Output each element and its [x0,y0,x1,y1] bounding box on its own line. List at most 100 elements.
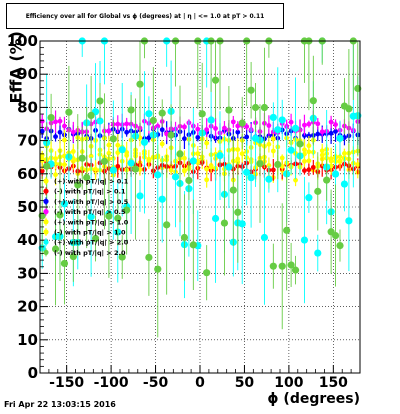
data-point [118,253,126,261]
data-point [266,163,272,168]
data-point [291,266,300,274]
data-point [291,124,300,132]
data-point [204,166,210,172]
data-point [260,103,269,112]
x-tick-label: 50 [235,375,255,391]
data-point [106,142,112,148]
data-point [96,97,104,105]
data-point [53,172,58,178]
data-point [185,176,193,185]
data-point [220,219,229,227]
data-point [207,116,215,124]
data-point [124,150,130,155]
x-tick-label: -150 [49,375,84,391]
data-point [57,118,63,124]
data-point [279,155,285,161]
data-point [244,124,250,130]
data-point [158,195,166,203]
data-point [269,262,277,270]
data-point [265,175,273,183]
data-point [39,128,45,134]
data-point [106,128,112,134]
data-point [78,154,86,162]
data-point [336,242,344,250]
data-point [211,214,220,223]
x-axis-label: ϕ (degrees) [267,391,360,407]
data-point [345,217,353,225]
data-point [319,129,325,135]
legend-marker [43,209,49,215]
data-point [127,106,135,114]
data-point [225,163,233,171]
data-point [83,173,91,182]
legend-label: (-) with pT/|q| > 0.1 [54,188,126,197]
grid-layer [40,41,360,373]
data-point [155,123,161,129]
data-point [306,149,312,155]
data-point [182,167,187,173]
data-point [314,249,322,257]
data-point [189,241,197,249]
data-point [115,150,121,156]
data-point [260,233,269,242]
data-point [340,180,349,188]
data-point [208,164,214,170]
data-point [204,127,210,133]
x-tick-label: 150 [319,375,348,391]
data-point [328,119,334,125]
data-point [145,110,153,118]
data-point [328,130,334,136]
data-point [274,126,282,134]
data-point [305,194,313,202]
data-point [216,152,224,160]
legend-marker [43,219,49,225]
data-point [182,155,187,161]
data-point [235,147,241,152]
y-tick-label: 90 [17,65,38,83]
data-point [195,135,201,140]
data-point [213,126,218,131]
y-tick-label: 20 [17,298,38,316]
data-point [333,122,338,127]
data-point [300,236,309,244]
y-tick-label: 80 [17,98,38,116]
data-point [109,135,117,143]
legend-label: (+) with pT/|q| > 0.5 [54,198,129,207]
data-point [159,127,165,133]
data-point [331,170,340,178]
data-point [235,129,241,135]
data-point [65,108,73,116]
data-point [331,231,340,240]
data-point [57,129,63,135]
data-point [235,123,241,129]
data-point [47,113,55,122]
y-tick-label: 100 [7,32,38,50]
data-point [53,119,58,125]
data-point [244,134,250,140]
data-point [176,150,184,158]
data-point [288,119,294,125]
data-point [105,212,113,220]
data-point [39,118,45,124]
data-point [238,119,246,127]
data-point [315,121,321,127]
data-point [278,116,286,124]
data-point [266,141,272,147]
y-tick-label: 10 [17,331,38,349]
data-point [127,159,135,167]
data-point [198,110,206,118]
data-point [62,162,67,168]
data-point [314,187,322,195]
data-point [163,221,171,229]
data-point [195,151,201,156]
data-point [336,134,344,142]
data-point [302,168,307,174]
data-point [39,168,45,174]
data-layer [38,37,362,338]
legend-label: (+) with pT/|q| > 0.1 [54,178,129,187]
data-point [306,133,312,139]
data-point [114,214,122,222]
data-point [115,163,121,169]
data-point [302,122,307,128]
data-point [100,157,109,165]
